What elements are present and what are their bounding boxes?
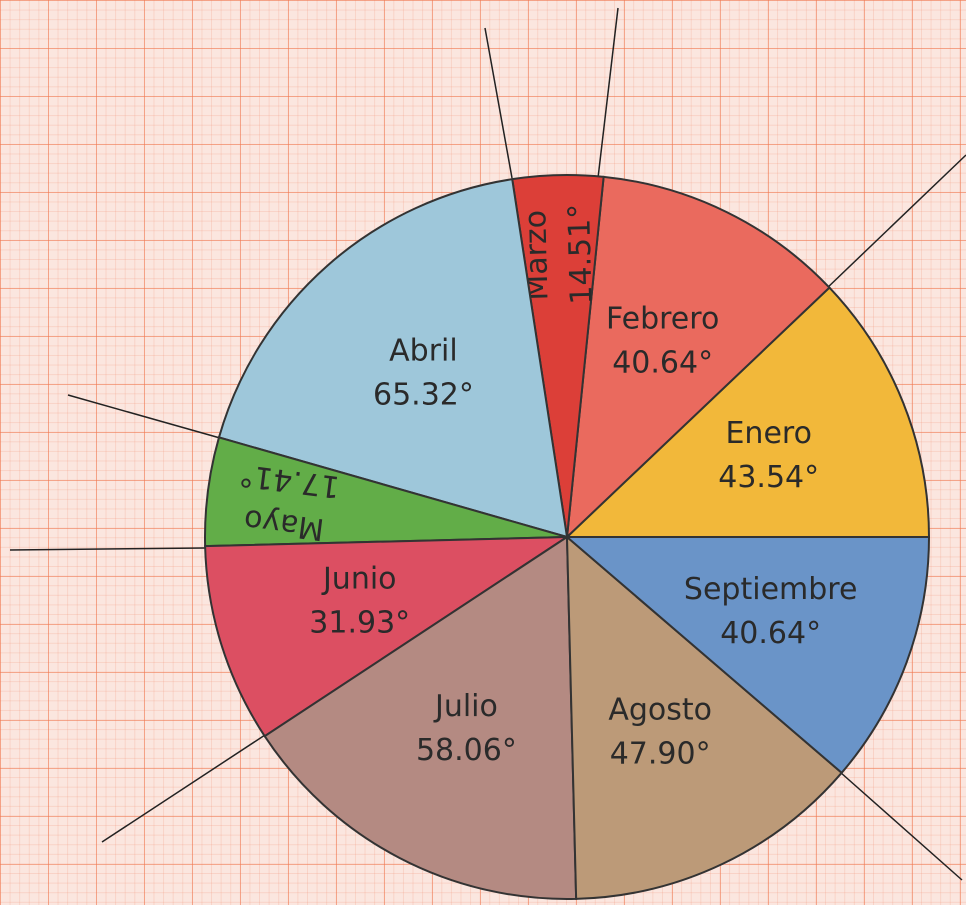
guide-line [101, 734, 266, 843]
slice-label: Julio [433, 689, 498, 724]
pie-slice [565, 175, 831, 540]
guide-line [824, 154, 966, 291]
slice-value: 14.51° [562, 203, 600, 305]
slice-value: 47.90° [610, 737, 711, 772]
slice-label: Junio [321, 561, 397, 596]
pie-slice [204, 535, 571, 738]
slice-value: 40.64° [612, 346, 713, 381]
pie-slice [263, 535, 578, 900]
slice-label: Enero [725, 416, 811, 451]
guide-line [597, 7, 619, 179]
slice-label: Septiembre [684, 572, 858, 607]
slice-value: 65.32° [373, 377, 474, 412]
slice-value: 31.93° [309, 605, 410, 640]
pie-slice [564, 536, 931, 775]
guide-lines [9, 7, 966, 881]
pie-slice [217, 178, 569, 539]
slice-value: 43.54° [718, 460, 819, 495]
pie-slice [565, 534, 844, 900]
slice-value: 40.64° [720, 616, 821, 651]
slice-value: 58.06° [416, 733, 517, 768]
slice-label: Agosto [608, 693, 712, 728]
slice-label: Febrero [606, 302, 719, 337]
pie-slice [564, 286, 931, 538]
guide-line [839, 771, 963, 881]
guide-line [484, 27, 513, 179]
slice-label: Abril [389, 333, 458, 368]
guide-line [67, 394, 221, 439]
guide-line [9, 547, 206, 551]
